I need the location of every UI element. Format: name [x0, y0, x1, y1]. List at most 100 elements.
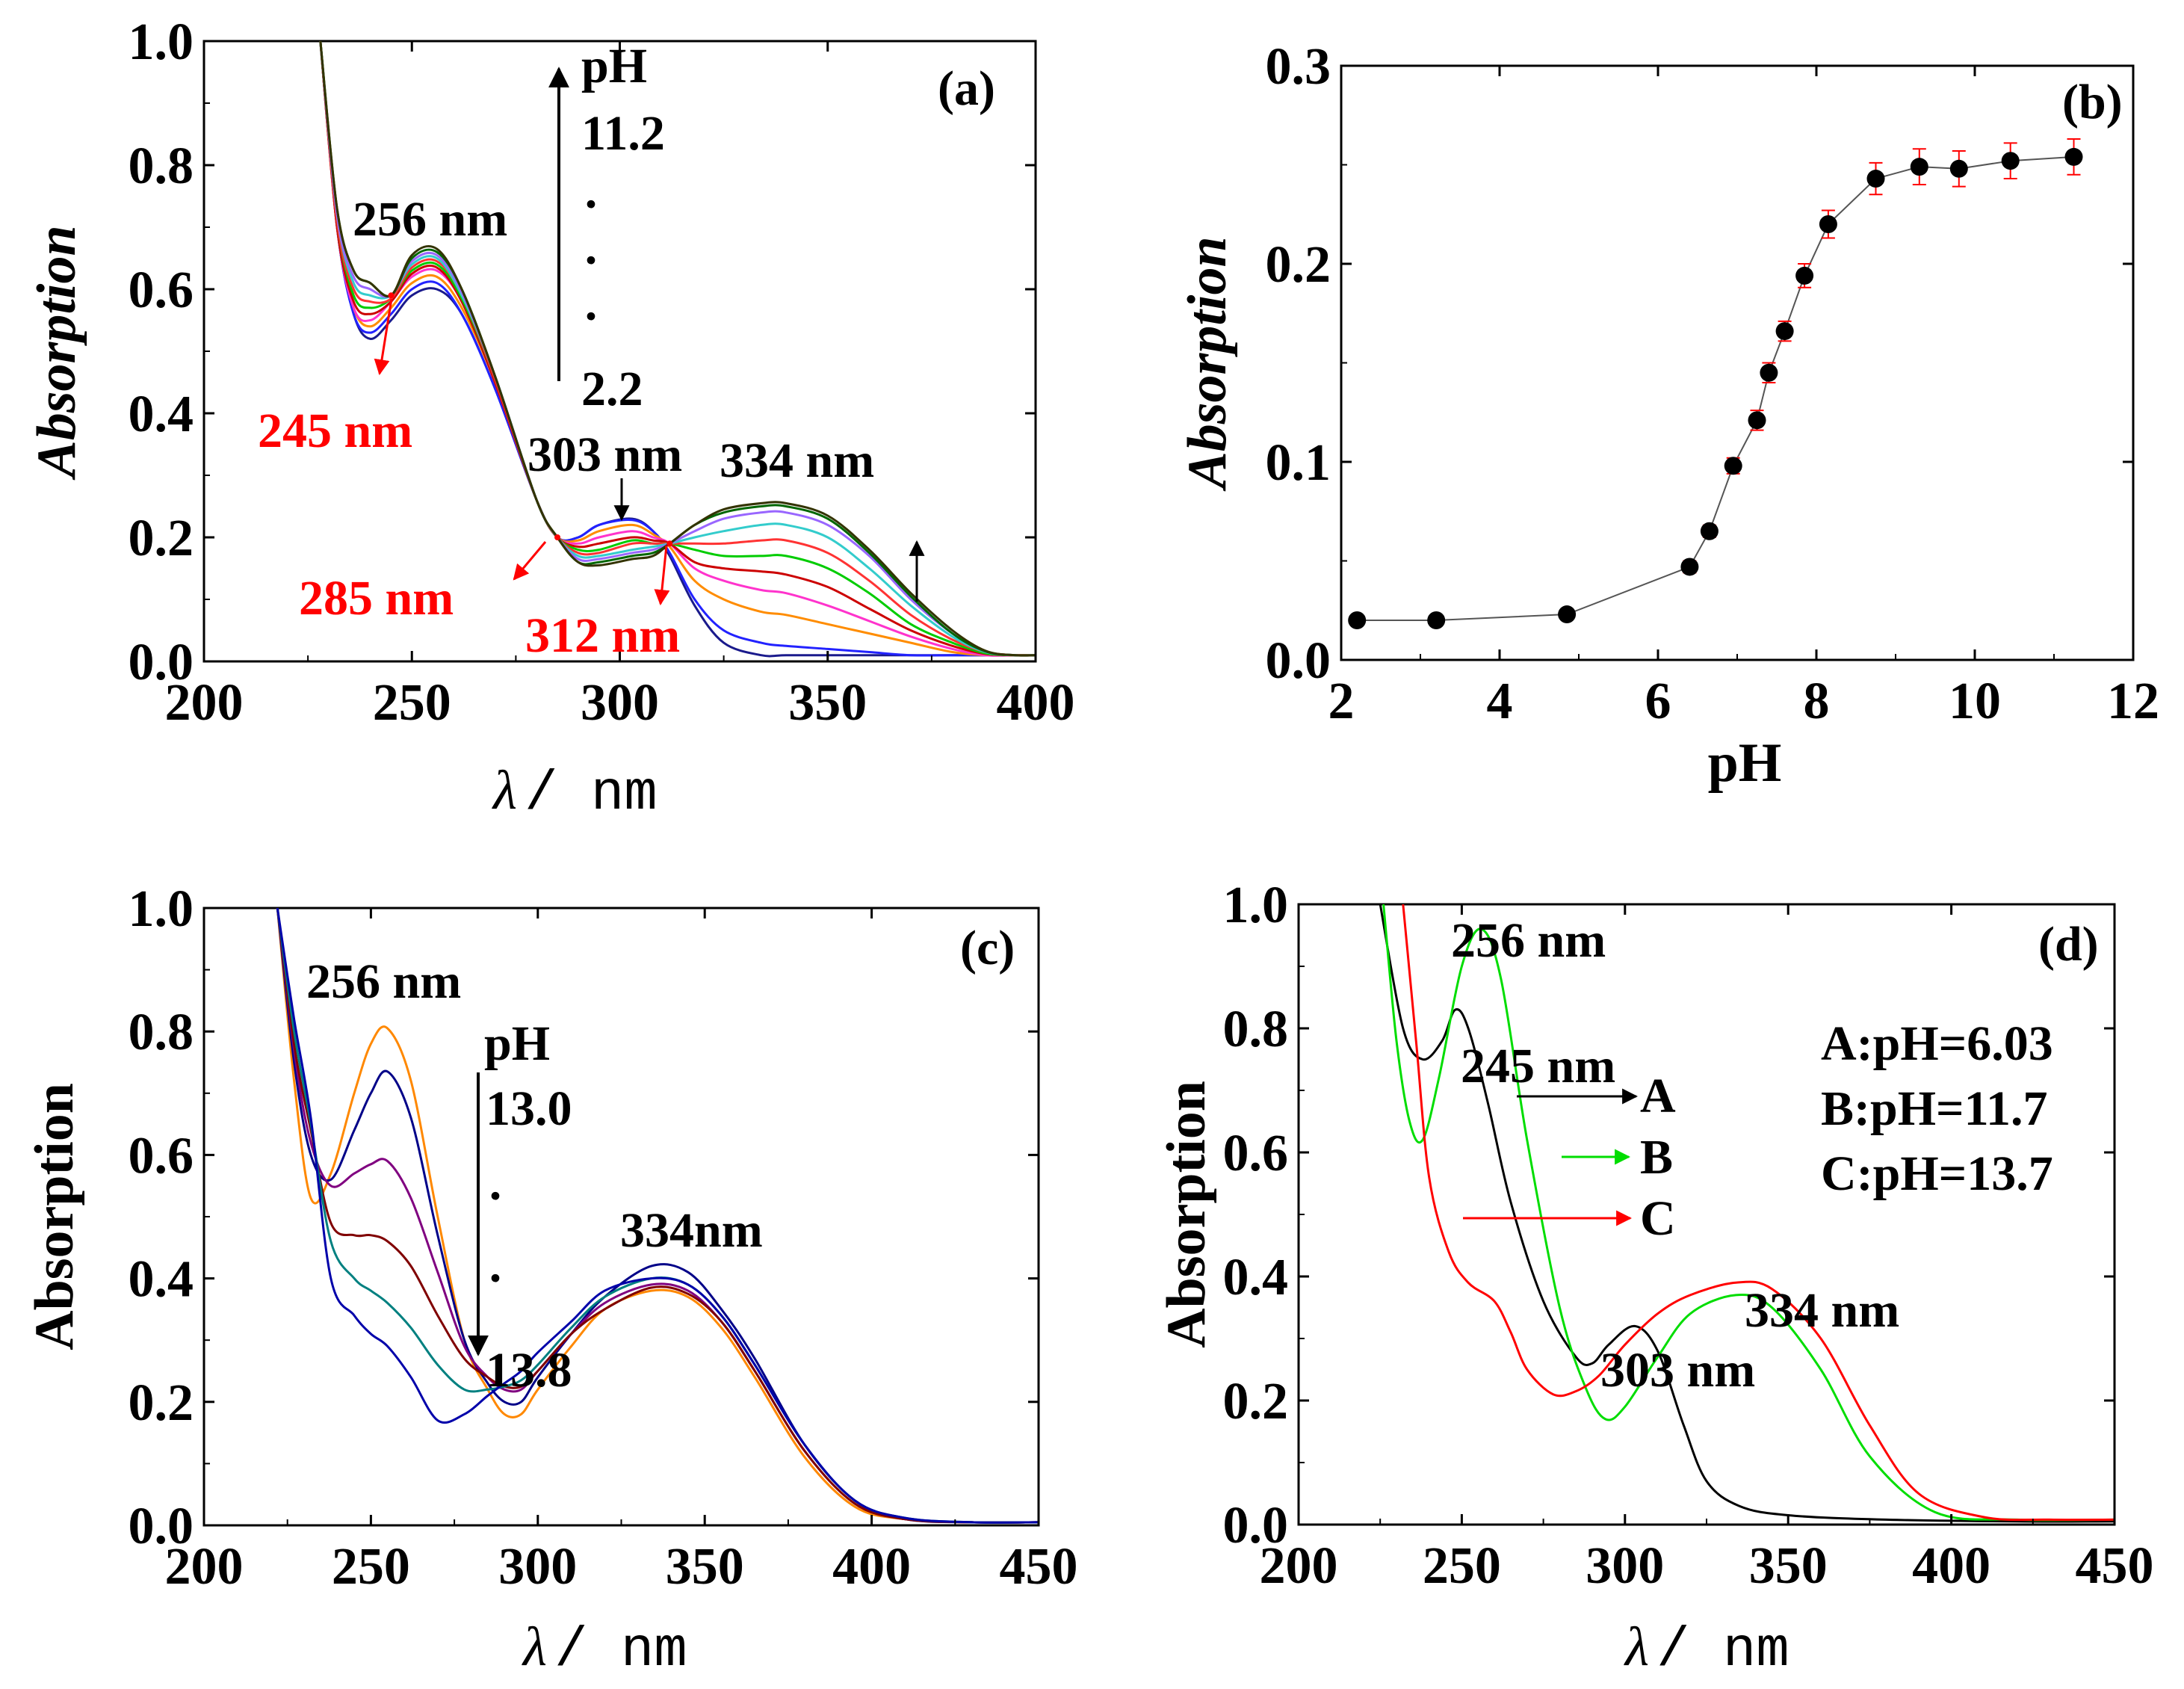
y-tick-label: 0.0 — [1266, 632, 1331, 690]
series-line — [319, 41, 1036, 657]
data-point — [1949, 159, 1968, 178]
data-point — [1748, 411, 1766, 430]
y-tick-label: 0.8 — [129, 1004, 194, 1061]
y-tick-label: 0.0 — [129, 634, 194, 691]
y-tick-label: 0.6 — [129, 1127, 194, 1185]
x-tick-label: 2 — [1328, 673, 1355, 730]
x-tick-label: 450 — [1000, 1538, 1078, 1596]
connecting-line — [1357, 155, 2074, 621]
x-tick-label: 350 — [788, 674, 867, 732]
y-tick-label: 0.8 — [1223, 1001, 1289, 1058]
peak-label-256: 256 nm — [1451, 913, 1606, 968]
x-tick-label: 400 — [1912, 1537, 1990, 1595]
series-line — [1382, 904, 2115, 1522]
panel-a: 200 250 300 350 400 0.0 0.2 0.4 0.6 0.8 1.0 (a) Ab… — [26, 13, 1075, 826]
data-point — [1348, 611, 1367, 629]
data-point — [1866, 170, 1885, 188]
peak-label-334: 334 nm — [1745, 1283, 1899, 1338]
x-tick-label: 400 — [997, 674, 1075, 732]
series-line — [319, 41, 1036, 657]
ph-dot: · — [583, 177, 599, 232]
peak-label-303: 303 nm — [1600, 1343, 1755, 1398]
ph-dot: · — [487, 1169, 504, 1223]
peak-label-245: 245 nm — [1461, 1039, 1615, 1093]
y-tick-label: 0.6 — [129, 262, 194, 319]
y-tick-label: 0.2 — [1223, 1373, 1289, 1430]
ph-high: 13.0 — [486, 1081, 572, 1136]
x-axis-label: pH — [1708, 732, 1782, 794]
data-point — [1427, 611, 1446, 629]
data-point — [1700, 522, 1719, 540]
legend-c: C:pH=13.7 — [1821, 1146, 2053, 1201]
x-tick-label: 12 — [2107, 673, 2159, 730]
data-point — [1775, 322, 1794, 341]
data-point — [1724, 457, 1742, 475]
ph-title: pH — [581, 39, 647, 93]
y-tick-label: 1.0 — [1223, 877, 1289, 934]
arrow-285 — [513, 541, 547, 581]
y-axis-label: Absorption — [1156, 1081, 1217, 1348]
x-tick-label: 350 — [666, 1538, 744, 1596]
x-tick-label: 300 — [498, 1538, 577, 1596]
data-point — [2064, 147, 2083, 166]
plot-frame — [1297, 903, 2116, 1526]
series-line — [319, 41, 1036, 658]
y-tick-label: 1.0 — [129, 13, 194, 71]
ph-dot: · — [487, 1251, 504, 1306]
series-line — [319, 41, 1036, 657]
x-axis-unit: / nm — [554, 1619, 687, 1682]
series-line — [319, 41, 1036, 657]
ph-dot: · — [583, 289, 599, 344]
series-line — [319, 41, 1036, 657]
y-tick-label: 0.2 — [129, 510, 194, 567]
series-line — [1379, 904, 2115, 1523]
y-axis-label: Absorption — [26, 225, 87, 480]
y-tick-label: 0.4 — [129, 1251, 194, 1309]
series-line — [319, 41, 1036, 657]
y-tick-label: 0.3 — [1266, 38, 1331, 96]
x-axis-label: λ / nm — [522, 1617, 687, 1682]
y-tick-label: 0.2 — [1266, 236, 1331, 294]
isosbestic-label-312: 312 nm — [525, 608, 680, 663]
arrow-312 — [654, 545, 670, 606]
y-tick-label: 0.6 — [1223, 1125, 1289, 1182]
curve-label-b: B — [1640, 1130, 1673, 1185]
legend-b: B:pH=11.7 — [1821, 1081, 2048, 1136]
isosbestic-point — [388, 292, 395, 299]
series-line — [1402, 904, 2115, 1522]
panel-label: (c) — [960, 921, 1015, 975]
ph-high: 11.2 — [581, 106, 665, 161]
isosbestic-point — [666, 540, 673, 547]
data-point — [1910, 158, 1928, 176]
y-tick-label: 0.2 — [129, 1374, 194, 1432]
y-tick-label: 0.4 — [129, 386, 194, 443]
isosbestic-label-245: 245 nm — [258, 404, 412, 458]
peak-label-334: 334 nm — [720, 433, 874, 488]
x-axis-symbol: λ — [492, 760, 517, 821]
x-tick-label: 10 — [1949, 673, 2001, 730]
x-tick-label: 200 — [1260, 1537, 1338, 1595]
x-axis-label: λ / nm — [492, 760, 658, 826]
y-axis-label: Absorption — [24, 1083, 85, 1350]
curve-label-c: C — [1640, 1191, 1676, 1246]
x-tick-label: 6 — [1645, 673, 1671, 730]
x-tick-label: 400 — [832, 1538, 911, 1596]
data-point — [1760, 363, 1778, 382]
data-point — [1819, 215, 1837, 233]
isosbestic-point — [554, 534, 561, 540]
x-axis-unit: / nm — [525, 763, 658, 826]
x-tick-label: 200 — [165, 674, 244, 732]
x-axis-unit: / nm — [1656, 1619, 1789, 1682]
arrow-245 — [374, 298, 393, 376]
y-tick-label: 0.8 — [129, 138, 194, 195]
x-tick-label: 4 — [1487, 673, 1513, 730]
panel-label: (a) — [938, 61, 995, 116]
peak-label-256: 256 nm — [353, 192, 507, 247]
y-tick-label: 1.0 — [129, 880, 194, 938]
ph-low: 2.2 — [581, 362, 643, 416]
series-line — [276, 908, 1039, 1524]
series-line — [319, 41, 1036, 657]
x-tick-label: 300 — [1586, 1537, 1664, 1595]
panel-b: 2 4 6 8 10 12 0.0 0.1 0.2 0.3 (b) Absorption pH — [1177, 38, 2159, 794]
